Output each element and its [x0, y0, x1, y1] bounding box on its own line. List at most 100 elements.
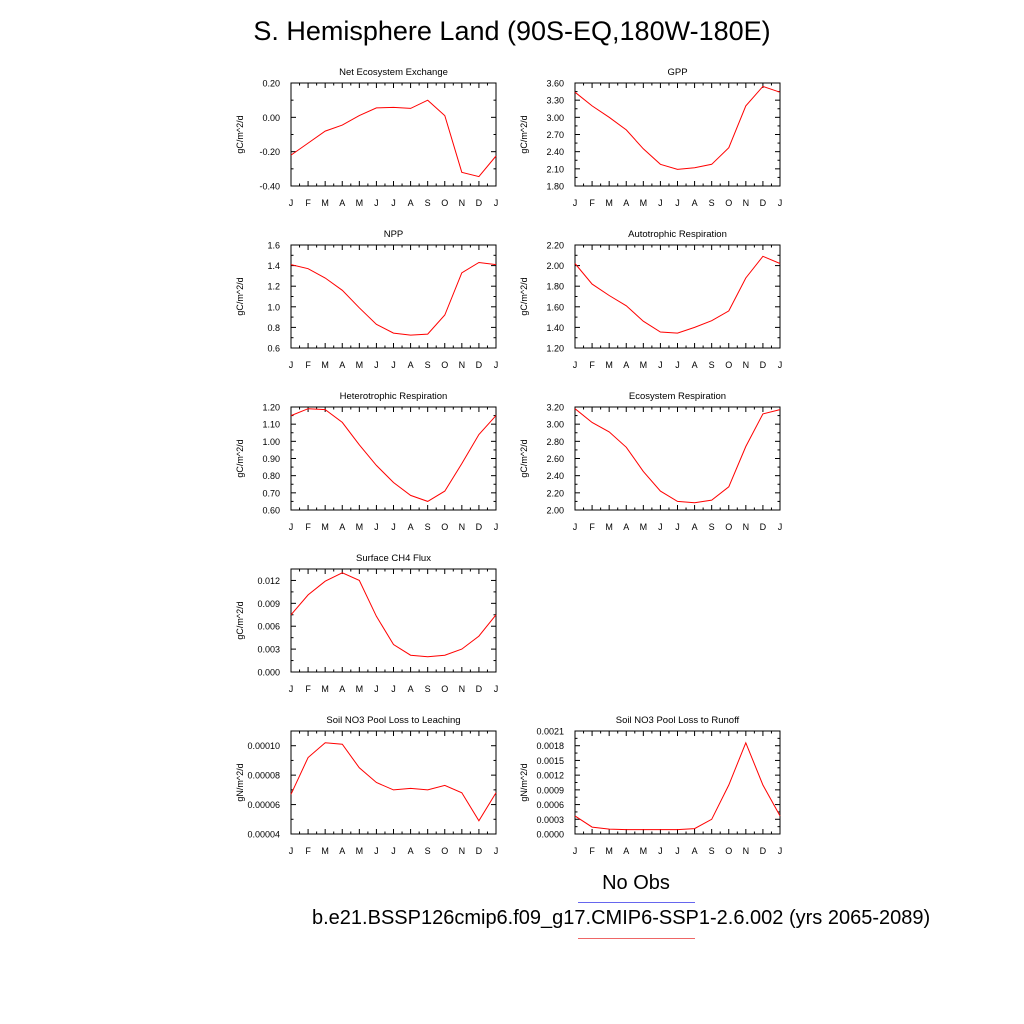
x-tick-label: S [709, 846, 715, 856]
y-tick-label: 1.00 [262, 437, 280, 447]
series-line [290, 408, 497, 502]
x-tick-label: J [573, 198, 578, 208]
y-tick-label: 1.4 [267, 261, 280, 271]
panel-title: Heterotrophic Respiration [340, 391, 448, 402]
x-tick-label: J [391, 198, 396, 208]
y-axis-label: gC/m^2/d [235, 601, 245, 639]
chart-panel: J F M A M J J A S O N D J1.201.401.601.802.002.20Aut… [519, 229, 782, 370]
x-tick-label: F [589, 198, 595, 208]
y-tick-label: 1.6 [267, 241, 280, 251]
y-tick-label: 0.20 [262, 79, 280, 89]
y-tick-label: 3.30 [546, 96, 564, 106]
x-tick-label: F [305, 522, 311, 532]
x-tick-label: F [305, 198, 311, 208]
y-axis-label: gC/m^2/d [519, 277, 529, 315]
x-tick-label: J [778, 360, 783, 370]
x-tick-label: F [589, 360, 595, 370]
series-line [290, 572, 497, 658]
y-axis-label: gC/m^2/d [235, 439, 245, 477]
x-tick-label: M [640, 522, 648, 532]
x-tick-label: J [675, 522, 680, 532]
x-tick-label: O [725, 522, 732, 532]
plot-frame [290, 82, 497, 187]
panel-title: Soil NO3 Pool Loss to Runoff [616, 715, 740, 726]
x-tick-label: M [640, 846, 648, 856]
y-tick-label: 2.40 [546, 147, 564, 157]
x-tick-label: A [692, 522, 698, 532]
plot-frame [574, 406, 781, 511]
x-tick-label: J [778, 522, 783, 532]
x-tick-label: A [408, 846, 414, 856]
y-tick-label: 1.20 [262, 403, 280, 413]
x-tick-label: M [356, 684, 364, 694]
plot-frame [574, 730, 781, 835]
x-tick-label: N [459, 684, 466, 694]
x-tick-label: M [605, 522, 613, 532]
x-tick-label: M [356, 846, 364, 856]
y-tick-label: 1.20 [546, 344, 564, 354]
x-tick-label: F [305, 846, 311, 856]
x-tick-label: J [374, 522, 379, 532]
y-tick-label: 0.012 [257, 576, 280, 586]
y-axis-label: gC/m^2/d [235, 277, 245, 315]
y-tick-label: 0.009 [257, 599, 280, 609]
x-tick-label: A [408, 198, 414, 208]
x-tick-label: A [408, 360, 414, 370]
x-tick-label: J [391, 684, 396, 694]
y-tick-label: 0.0009 [536, 785, 564, 795]
y-tick-label: 0.8 [267, 323, 280, 333]
x-tick-label: F [305, 684, 311, 694]
y-tick-label: 0.0006 [536, 800, 564, 810]
x-tick-label: A [339, 846, 345, 856]
x-tick-label: A [692, 360, 698, 370]
chart-panel: J F M A M J J A S O N D J1.802.102.402.703.003.303.6… [519, 67, 782, 208]
x-tick-label: A [623, 198, 629, 208]
chart-panel: J F M A M J J A S O N D J0.600.700.800.901.001.101.2… [235, 391, 498, 532]
y-tick-label: 1.2 [267, 282, 280, 292]
x-tick-label: D [760, 360, 767, 370]
y-axis-label: gN/m^2/d [235, 763, 245, 801]
x-tick-label: J [289, 522, 294, 532]
x-tick-label: J [675, 360, 680, 370]
panel-title: Surface CH4 Flux [356, 553, 431, 564]
x-tick-label: J [658, 360, 663, 370]
x-tick-label: O [441, 522, 448, 532]
x-tick-label: J [675, 846, 680, 856]
x-tick-label: M [640, 198, 648, 208]
y-tick-label: 2.00 [546, 506, 564, 516]
x-tick-label: O [441, 198, 448, 208]
y-tick-label: 0.000 [257, 668, 280, 678]
y-tick-label: 0.0003 [536, 815, 564, 825]
y-axis-label: gC/m^2/d [519, 439, 529, 477]
y-tick-label: 0.6 [267, 344, 280, 354]
y-tick-label: 2.10 [546, 164, 564, 174]
x-tick-label: D [476, 684, 483, 694]
series-line [574, 255, 781, 334]
x-tick-label: A [623, 360, 629, 370]
y-tick-label: 0.00010 [247, 741, 280, 751]
x-tick-label: J [778, 198, 783, 208]
x-tick-label: A [339, 684, 345, 694]
x-tick-label: N [459, 360, 466, 370]
x-tick-label: J [391, 846, 396, 856]
plot-frame [574, 82, 781, 187]
x-tick-label: J [658, 198, 663, 208]
x-tick-label: M [605, 198, 613, 208]
y-tick-label: 0.70 [262, 488, 280, 498]
panel-title: NPP [384, 229, 404, 240]
x-tick-label: D [476, 198, 483, 208]
x-tick-label: D [760, 846, 767, 856]
series-line [574, 741, 781, 831]
x-tick-label: N [743, 522, 750, 532]
x-tick-label: N [459, 198, 466, 208]
x-tick-label: M [356, 360, 364, 370]
x-tick-label: A [408, 522, 414, 532]
y-tick-label: 0.003 [257, 645, 280, 655]
x-tick-label: O [441, 846, 448, 856]
x-tick-label: A [339, 198, 345, 208]
x-tick-label: J [289, 684, 294, 694]
y-tick-label: 3.60 [546, 79, 564, 89]
y-tick-label: 1.40 [546, 323, 564, 333]
series-line [574, 85, 781, 170]
